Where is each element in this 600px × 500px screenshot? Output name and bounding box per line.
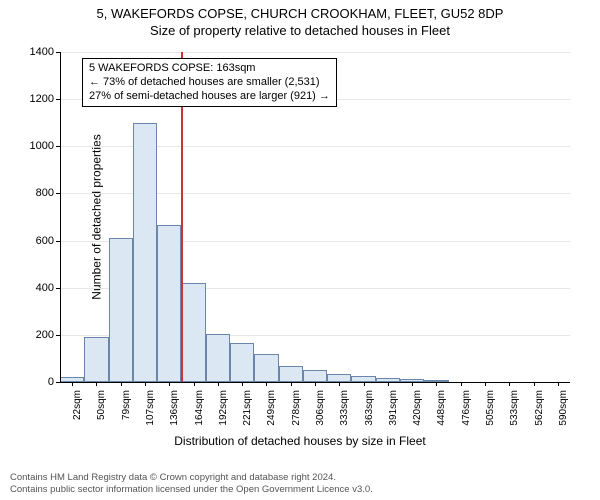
x-tickmark: [461, 382, 462, 386]
histogram-bar: [303, 370, 327, 382]
y-tick-label: 1400: [14, 46, 54, 58]
annotation-line: ← 73% of detached houses are smaller (2,…: [89, 76, 330, 90]
x-tick-label: 278sqm: [291, 390, 302, 440]
x-tick-label: 79sqm: [121, 390, 132, 440]
x-tickmark: [169, 382, 170, 386]
x-tick-label: 50sqm: [96, 390, 107, 440]
histogram-bar: [254, 354, 278, 382]
x-tick-label: 192sqm: [218, 390, 229, 440]
y-tickmark: [56, 52, 60, 53]
x-tickmark: [218, 382, 219, 386]
gridline: [60, 52, 570, 53]
y-tickmark: [56, 382, 60, 383]
y-tickmark: [56, 335, 60, 336]
y-tick-label: 0: [14, 376, 54, 388]
y-tickmark: [56, 146, 60, 147]
annotation-box: 5 WAKEFORDS COPSE: 163sqm← 73% of detach…: [82, 58, 337, 107]
x-tickmark: [558, 382, 559, 386]
footer-line-2: Contains public sector information licen…: [10, 484, 373, 496]
y-tickmark: [56, 288, 60, 289]
y-tick-label: 200: [14, 329, 54, 341]
y-tick-label: 800: [14, 187, 54, 199]
x-tick-label: 107sqm: [145, 390, 156, 440]
x-tickmark: [485, 382, 486, 386]
y-tickmark: [56, 193, 60, 194]
x-tick-label: 476sqm: [461, 390, 472, 440]
x-tickmark: [534, 382, 535, 386]
y-tick-label: 400: [14, 282, 54, 294]
x-tickmark: [266, 382, 267, 386]
x-tickmark: [315, 382, 316, 386]
histogram-bar: [230, 343, 254, 382]
histogram-bar: [157, 225, 181, 382]
x-tickmark: [412, 382, 413, 386]
x-tick-label: 363sqm: [364, 390, 375, 440]
histogram-bar: [84, 337, 108, 382]
x-tickmark: [364, 382, 365, 386]
x-tick-label: 533sqm: [509, 390, 520, 440]
x-tick-label: 505sqm: [485, 390, 496, 440]
annotation-line: 5 WAKEFORDS COPSE: 163sqm: [89, 62, 330, 76]
x-tickmark: [436, 382, 437, 386]
x-tick-label: 562sqm: [534, 390, 545, 440]
title-subtitle: Size of property relative to detached ho…: [0, 23, 600, 38]
x-tickmark: [145, 382, 146, 386]
x-tick-label: 448sqm: [436, 390, 447, 440]
x-tick-label: 590sqm: [558, 390, 569, 440]
x-tick-label: 164sqm: [194, 390, 205, 440]
y-tickmark: [56, 241, 60, 242]
histogram-bar: [327, 374, 351, 382]
x-tick-label: 420sqm: [412, 390, 423, 440]
x-tick-label: 333sqm: [339, 390, 350, 440]
x-tickmark: [509, 382, 510, 386]
chart-titles: 5, WAKEFORDS COPSE, CHURCH CROOKHAM, FLE…: [0, 0, 600, 38]
histogram-bar: [206, 334, 230, 382]
title-address: 5, WAKEFORDS COPSE, CHURCH CROOKHAM, FLE…: [0, 6, 600, 21]
footer-line-1: Contains HM Land Registry data © Crown c…: [10, 472, 373, 484]
annotation-line: 27% of semi-detached houses are larger (…: [89, 90, 330, 104]
histogram-bar: [133, 123, 157, 382]
y-axis-line: [60, 52, 61, 382]
y-tick-label: 600: [14, 235, 54, 247]
y-tickmark: [56, 99, 60, 100]
plot-area: 5 WAKEFORDS COPSE: 163sqm← 73% of detach…: [60, 52, 570, 382]
x-tickmark: [339, 382, 340, 386]
y-tick-label: 1000: [14, 140, 54, 152]
x-tick-label: 306sqm: [315, 390, 326, 440]
x-tickmark: [121, 382, 122, 386]
x-tickmark: [96, 382, 97, 386]
histogram-bar: [109, 238, 133, 382]
x-tickmark: [242, 382, 243, 386]
x-tick-label: 136sqm: [169, 390, 180, 440]
x-tick-label: 249sqm: [266, 390, 277, 440]
y-tick-label: 1200: [14, 93, 54, 105]
x-tickmark: [388, 382, 389, 386]
x-axis-label: Distribution of detached houses by size …: [0, 434, 600, 448]
histogram-bar: [181, 283, 205, 382]
x-tickmark: [194, 382, 195, 386]
x-tickmark: [72, 382, 73, 386]
footer-attribution: Contains HM Land Registry data © Crown c…: [10, 472, 373, 496]
x-tickmark: [291, 382, 292, 386]
x-tick-label: 391sqm: [388, 390, 399, 440]
x-tick-label: 22sqm: [72, 390, 83, 440]
x-tick-label: 221sqm: [242, 390, 253, 440]
chart-area: Number of detached properties 5 WAKEFORD…: [0, 42, 600, 442]
histogram-bar: [279, 366, 303, 383]
